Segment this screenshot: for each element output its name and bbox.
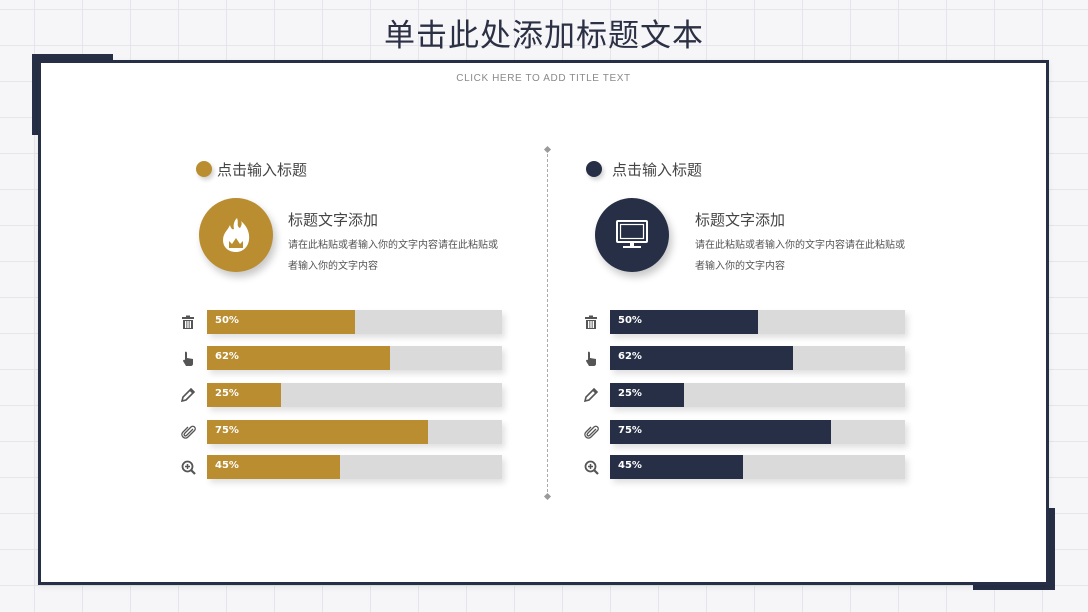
bar-track: 45% bbox=[207, 455, 502, 479]
bar-track: 50% bbox=[207, 310, 502, 334]
bar-track: 25% bbox=[610, 383, 905, 407]
bar-fill: 45% bbox=[207, 455, 340, 479]
hand-pointer-icon bbox=[179, 349, 197, 367]
left-column: 点击输入标题 标题文字添加 请在此粘贴或者输入你的文字内容请在此粘贴或者输入你的… bbox=[179, 63, 539, 563]
pencil-icon bbox=[582, 386, 600, 404]
right-column: 点击输入标题 标题文字添加 请在此粘贴或者输入你的文字内容请在此粘贴或者输入你的… bbox=[582, 63, 944, 563]
column-divider bbox=[547, 149, 548, 497]
bar-value-label: 45% bbox=[215, 460, 239, 471]
left-heading[interactable]: 点击输入标题 bbox=[217, 161, 308, 179]
subtitle[interactable]: CLICK HERE TO ADD TITLE TEXT bbox=[456, 73, 631, 84]
left-description[interactable]: 请在此粘贴或者输入你的文字内容请在此粘贴或者输入你的文字内容 bbox=[288, 240, 498, 272]
paperclip-icon bbox=[582, 423, 600, 441]
bar-track: 45% bbox=[610, 455, 905, 479]
fire-icon bbox=[223, 218, 250, 252]
bar-fill: 62% bbox=[610, 346, 793, 370]
bar-fill: 75% bbox=[610, 420, 832, 444]
divider-top-dot bbox=[543, 145, 552, 154]
trash-icon bbox=[582, 313, 600, 331]
bar-value-label: 50% bbox=[215, 315, 239, 326]
monitor-icon bbox=[616, 220, 648, 248]
bar-track: 50% bbox=[610, 310, 905, 334]
bar-row: 50% bbox=[179, 310, 509, 334]
heading-dot bbox=[586, 161, 602, 177]
bar-value-label: 25% bbox=[215, 388, 239, 399]
zoom-in-icon bbox=[179, 458, 197, 476]
bar-value-label: 75% bbox=[618, 425, 642, 436]
bar-row: 45% bbox=[179, 455, 509, 479]
left-icon-circle bbox=[199, 198, 273, 272]
heading-dot bbox=[196, 161, 212, 177]
page-title[interactable]: 单击此处添加标题文本 bbox=[384, 18, 704, 54]
pencil-icon bbox=[179, 386, 197, 404]
right-sub-title[interactable]: 标题文字添加 bbox=[695, 211, 786, 229]
bar-fill: 45% bbox=[610, 455, 743, 479]
bar-row: 62% bbox=[179, 346, 509, 370]
content-frame: CLICK HERE TO ADD TITLE TEXT 点击输入标题 标题文字… bbox=[38, 60, 1049, 585]
bar-value-label: 62% bbox=[215, 351, 239, 362]
divider-bottom-dot bbox=[543, 492, 552, 501]
bar-value-label: 62% bbox=[618, 351, 642, 362]
bar-fill: 25% bbox=[610, 383, 684, 407]
bar-row: 25% bbox=[582, 383, 912, 407]
bar-fill: 62% bbox=[207, 346, 390, 370]
right-icon-circle bbox=[595, 198, 669, 272]
bar-fill: 50% bbox=[610, 310, 758, 334]
bar-row: 75% bbox=[582, 420, 912, 444]
bar-row: 45% bbox=[582, 455, 912, 479]
bar-track: 25% bbox=[207, 383, 502, 407]
bar-value-label: 45% bbox=[618, 460, 642, 471]
hand-pointer-icon bbox=[582, 349, 600, 367]
bar-value-label: 75% bbox=[215, 425, 239, 436]
bar-track: 75% bbox=[610, 420, 905, 444]
bar-row: 50% bbox=[582, 310, 912, 334]
bar-row: 62% bbox=[582, 346, 912, 370]
bar-fill: 50% bbox=[207, 310, 355, 334]
bar-track: 62% bbox=[610, 346, 905, 370]
paperclip-icon bbox=[179, 423, 197, 441]
bar-row: 25% bbox=[179, 383, 509, 407]
bar-fill: 75% bbox=[207, 420, 429, 444]
bar-fill: 25% bbox=[207, 383, 281, 407]
bar-row: 75% bbox=[179, 420, 509, 444]
trash-icon bbox=[179, 313, 197, 331]
zoom-in-icon bbox=[582, 458, 600, 476]
bar-value-label: 25% bbox=[618, 388, 642, 399]
bar-track: 62% bbox=[207, 346, 502, 370]
right-description[interactable]: 请在此粘贴或者输入你的文字内容请在此粘贴或者输入你的文字内容 bbox=[695, 240, 905, 272]
bar-track: 75% bbox=[207, 420, 502, 444]
left-sub-title[interactable]: 标题文字添加 bbox=[288, 211, 379, 229]
right-heading[interactable]: 点击输入标题 bbox=[612, 161, 703, 179]
bar-value-label: 50% bbox=[618, 315, 642, 326]
